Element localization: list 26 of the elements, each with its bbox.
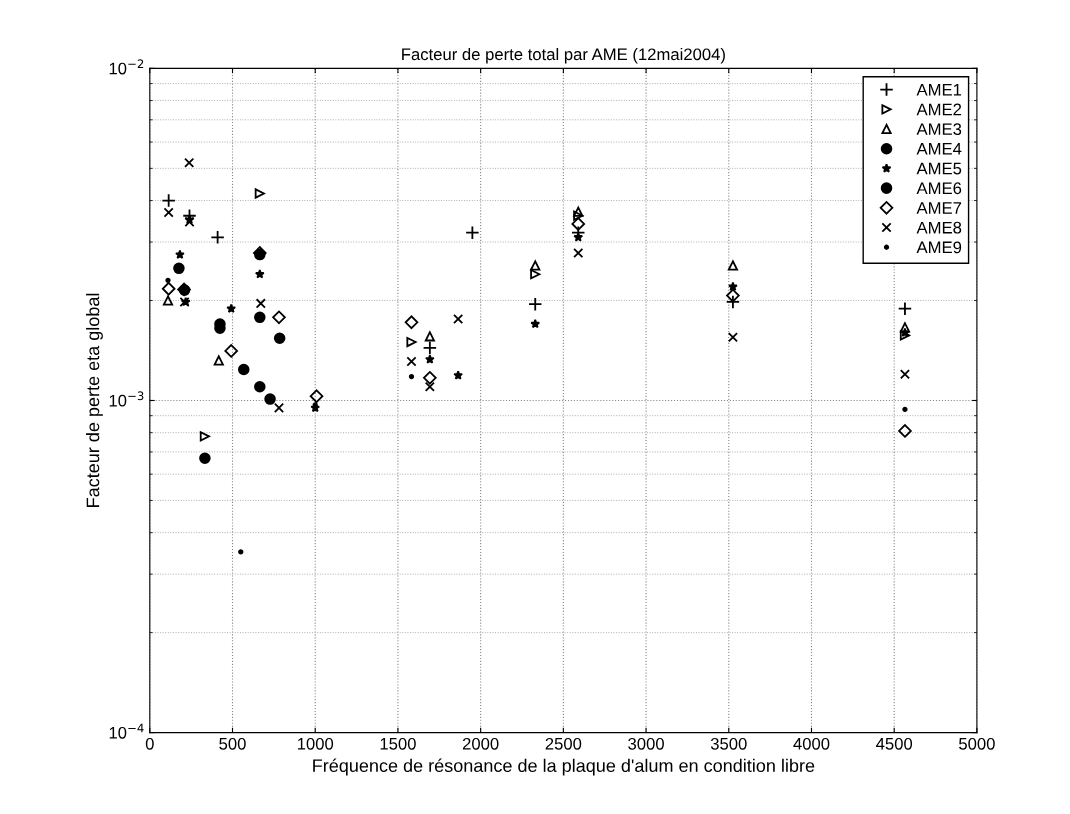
y-axis-title: Facteur de perte eta global bbox=[86, 293, 103, 507]
x-tick-label: 4500 bbox=[876, 737, 913, 750]
legend-label: AME3 bbox=[916, 123, 962, 136]
legend-label: AME8 bbox=[916, 221, 962, 234]
x-tick-label: 2500 bbox=[545, 737, 582, 750]
x-tick-label: 0 bbox=[145, 737, 154, 750]
legend-label: AME6 bbox=[916, 182, 962, 195]
y-tick-label: 10$^{−2}$ bbox=[109, 59, 144, 75]
legend-label: AME1 bbox=[916, 83, 962, 96]
x-tick-label: 500 bbox=[219, 737, 246, 750]
x-axis-title: Fréquence de résonance de la plaque d'alum en condition libre bbox=[313, 758, 815, 776]
legend-label: AME2 bbox=[916, 103, 962, 116]
x-tick-label: 2000 bbox=[462, 737, 499, 750]
y-tick-label: 10$^{−4}$ bbox=[109, 723, 144, 739]
x-tick-label: 4000 bbox=[793, 737, 830, 750]
x-tick-label: 3500 bbox=[710, 737, 747, 750]
legend-label: AME4 bbox=[916, 143, 962, 155]
legend-label: AME9 bbox=[916, 241, 962, 254]
x-tick-label: 1500 bbox=[380, 737, 416, 750]
x-tick-label: 1000 bbox=[297, 737, 334, 750]
legend-label: AME5 bbox=[916, 162, 962, 175]
legend-label: AME7 bbox=[916, 202, 962, 214]
x-tick-label: 5000 bbox=[959, 737, 995, 750]
chart-title: Facteur de perte total par AME (12mai2004) bbox=[402, 47, 725, 64]
y-tick-label: 10$^{−3}$ bbox=[109, 391, 144, 407]
x-tick-label: 3000 bbox=[628, 737, 664, 750]
